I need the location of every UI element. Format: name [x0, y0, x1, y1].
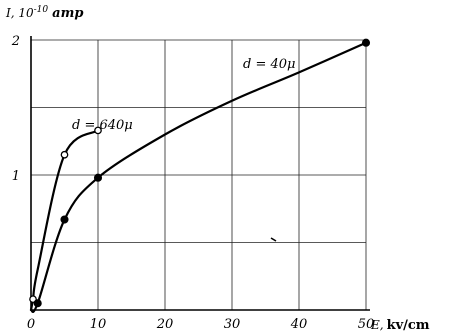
series-line-0: [29, 129, 100, 312]
y-axis-exponent: -10: [34, 5, 49, 15]
x-axis-label: E, kv/cm: [370, 318, 430, 333]
data-point-s0-1: [60, 150, 69, 159]
data-point-s1-0: [33, 299, 42, 308]
tick-labels: 0 10 20 30 40 50 1 2: [11, 34, 375, 332]
y-tick-label-2: 2: [11, 34, 20, 49]
data-point-s1-1: [60, 215, 69, 224]
grid: [31, 39, 367, 310]
data-point-s0-2: [94, 126, 102, 135]
x-tick-label-10: 10: [90, 317, 107, 332]
annotation-d-40: d = 40μ: [243, 57, 295, 72]
y-axis-symbol: I, 10: [5, 6, 34, 20]
x-tick-label-40: 40: [290, 317, 308, 332]
y-tick-label-1: 1: [12, 169, 20, 184]
y-axis-label: I, 10-10 amp: [5, 5, 83, 21]
axes: [30, 36, 370, 311]
x-tick-label-0: 0: [27, 317, 35, 332]
data-point-s1-3: [361, 38, 371, 47]
series-markers: [29, 38, 371, 308]
x-axis-unit: kv/cm: [387, 318, 430, 333]
x-axis-symbol: E,: [370, 318, 384, 332]
data-point-s1-2: [93, 173, 103, 182]
annotation-d-640: d = 640μ: [72, 118, 133, 133]
series-lines: [29, 41, 368, 313]
stray-mark: [270, 237, 277, 242]
x-tick-label-50: 50: [358, 317, 375, 332]
x-tick-label-30: 30: [224, 317, 241, 332]
series-line-1: [29, 41, 368, 313]
y-axis-unit: amp: [52, 6, 83, 21]
x-tick-label-20: 20: [156, 317, 174, 332]
